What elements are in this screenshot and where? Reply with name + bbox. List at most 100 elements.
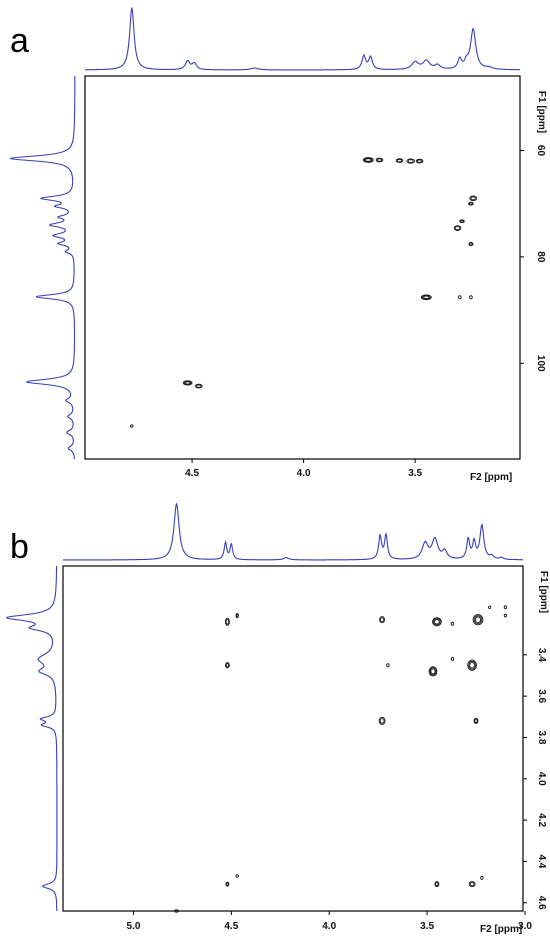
panel-b-y-tick-label: 3.4 xyxy=(536,648,547,662)
cross-peak-contour xyxy=(458,295,462,300)
panel-a-x-ticks: 4.5 4.0 3.5 xyxy=(185,459,423,479)
panel-b-x-ticks: 5.0 4.5 4.0 3.5 3.0 xyxy=(127,911,532,932)
cross-peak xyxy=(378,716,386,725)
cross-peak xyxy=(375,157,384,163)
cross-peak xyxy=(473,717,479,724)
cross-peak-contour xyxy=(459,219,465,223)
panel-b-x-tick-label: 4.5 xyxy=(224,921,238,932)
cross-peak-contour xyxy=(503,613,508,618)
panel-a-x-tick-label: 4.5 xyxy=(185,468,199,479)
panel-a: a 4.5 4.0 3.5 F2 [ppm] 60 80 100 F1 [ppm… xyxy=(8,6,547,483)
cross-peak xyxy=(406,158,416,164)
cross-peak-contour xyxy=(396,158,403,163)
cross-peak-contour xyxy=(378,716,386,725)
cross-peak-contour xyxy=(416,159,423,163)
cross-peak xyxy=(468,201,474,206)
cross-peak-contour xyxy=(453,225,462,231)
cross-peak-contour xyxy=(130,424,134,428)
cross-peak-contour xyxy=(469,242,473,246)
cross-peak-contour xyxy=(450,657,455,662)
cross-peak-contour xyxy=(365,158,372,162)
cross-peak-contour xyxy=(435,881,439,887)
cross-peak-contour xyxy=(194,383,203,389)
panel-b-y-tick-label: 3.6 xyxy=(536,689,547,703)
cross-peak xyxy=(415,158,424,164)
cross-peak-contour xyxy=(432,617,442,627)
cross-peak xyxy=(432,617,442,627)
cross-peak xyxy=(468,881,476,888)
cross-peak-contour xyxy=(182,380,193,386)
panel-b-x-tick-label: 5.0 xyxy=(127,921,141,932)
cross-peak-contour xyxy=(225,881,230,887)
panel-b-y-tick-label: 4.4 xyxy=(536,854,547,868)
cross-peak-contour xyxy=(434,619,440,625)
cross-peak-contour xyxy=(379,616,385,624)
cross-peak-contour xyxy=(225,663,230,668)
cross-peak xyxy=(459,219,465,223)
panel-b-y-tick-label: 3.8 xyxy=(536,731,547,745)
cross-peak xyxy=(130,424,134,428)
cross-peak-contour xyxy=(174,909,179,913)
cross-peak-contour xyxy=(196,384,202,388)
cross-peak-contour xyxy=(469,881,475,887)
cross-peak-contour xyxy=(376,158,383,162)
cross-peak-contour xyxy=(428,666,438,677)
cross-peak-contour xyxy=(225,619,230,625)
cross-peak-contour xyxy=(469,662,475,669)
panel-b-x-tick-label: 3.0 xyxy=(518,921,532,932)
panel-b-y-axis-label: F1 [ppm] xyxy=(538,571,549,613)
cross-peak xyxy=(469,295,473,300)
panel-a-x-tick-label: 4.0 xyxy=(297,468,311,479)
cross-peak-contour xyxy=(235,874,239,878)
panel-b-x-tick-label: 4.0 xyxy=(322,921,336,932)
panel-b-x-tick-label: 3.5 xyxy=(420,921,434,932)
cross-peak xyxy=(488,605,492,609)
cross-peak xyxy=(224,617,230,626)
cross-peak-contour xyxy=(362,157,374,163)
panel-b-y-tick-label: 4.0 xyxy=(536,772,547,786)
cross-peak xyxy=(379,616,385,624)
cross-peak-contour xyxy=(467,659,477,671)
panel-a-y-ticks: 60 80 100 xyxy=(520,145,546,372)
panel-b-x-axis-label: F2 [ppm] xyxy=(480,924,522,935)
panel-a-y-axis-label: F1 [ppm] xyxy=(536,91,547,133)
cross-peak-contour xyxy=(480,875,484,880)
cross-peak-contour xyxy=(423,295,430,300)
panel-b-f2-projection xyxy=(63,502,523,561)
cross-peak-contour xyxy=(469,195,478,202)
cross-peak xyxy=(420,294,432,301)
panel-b-y-ticks: 3.4 3.6 3.8 4.0 4.2 4.4 4.6 xyxy=(523,648,547,910)
cross-peak-contour xyxy=(470,196,476,201)
cross-peak xyxy=(182,380,193,386)
cross-peak-contour xyxy=(468,242,474,247)
panel-b-plot-frame xyxy=(62,565,524,912)
cross-peak-contour xyxy=(434,881,440,888)
cross-peak xyxy=(224,662,230,669)
panel-a-x-tick-label: 3.5 xyxy=(408,468,422,479)
cross-peak xyxy=(450,657,455,662)
cross-peak-contour xyxy=(430,668,436,675)
cross-peak xyxy=(434,881,440,888)
cross-peak-contour xyxy=(429,667,437,676)
cross-peak xyxy=(467,659,477,671)
cross-peak-contour xyxy=(421,295,431,300)
panel-a-plot-frame xyxy=(84,75,521,460)
cross-peak-contour xyxy=(469,295,473,300)
cross-peak xyxy=(503,605,508,610)
cross-peak xyxy=(174,909,179,913)
cross-peak-contour xyxy=(224,662,230,669)
cross-peak-contour xyxy=(474,616,482,623)
cross-peak xyxy=(428,666,438,677)
cross-peak-contour xyxy=(363,157,373,163)
panel-b: b 5.0 4.5 4.0 3.5 3.0 F2 [ppm] 3.4 xyxy=(6,502,549,935)
cross-peak-contour xyxy=(460,219,464,223)
cross-peak-contour xyxy=(406,158,416,164)
cross-peak-contour xyxy=(235,613,239,618)
cross-peak-contour xyxy=(386,663,390,668)
cross-peak-contour xyxy=(468,881,476,888)
cross-peak-contour xyxy=(468,660,476,670)
cross-peak-contour xyxy=(468,201,474,206)
panel-a-f1-projection xyxy=(8,76,76,459)
panel-b-y-tick-label: 4.6 xyxy=(536,896,547,910)
